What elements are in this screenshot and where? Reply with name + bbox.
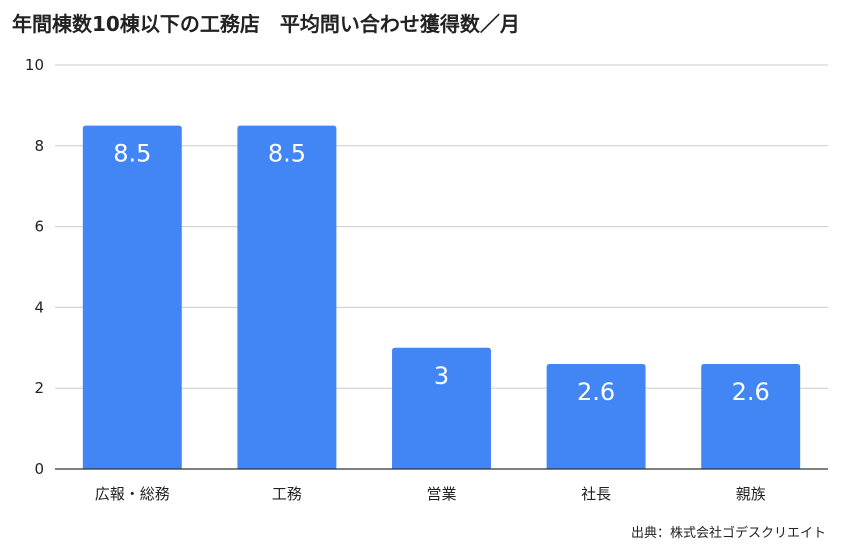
y-tick-label: 6 — [34, 218, 44, 236]
y-tick-label: 10 — [25, 56, 44, 74]
bar — [82, 125, 182, 469]
data-label: 2.6 — [732, 378, 770, 406]
bar — [237, 125, 337, 469]
category-label: 営業 — [426, 485, 456, 503]
data-label: 2.6 — [577, 378, 615, 406]
bar — [701, 363, 801, 469]
bars — [82, 125, 801, 469]
bar — [392, 347, 491, 469]
data-labels: 8.5 8.5 3 2.6 2.6 — [113, 140, 770, 406]
data-label: 3 — [434, 362, 449, 390]
gridlines — [55, 64, 828, 389]
y-axis-ticks: 0 2 4 6 8 10 — [25, 56, 44, 478]
category-label: 親族 — [736, 485, 766, 503]
x-axis-categories: 広報・総務 工務 営業 社長 親族 — [95, 485, 766, 503]
data-label: 8.5 — [113, 140, 151, 168]
category-label: 工務 — [272, 485, 302, 503]
source-note: 出典：株式会社ゴデスクリエイト — [630, 526, 826, 541]
data-label: 8.5 — [268, 140, 306, 168]
category-label: 広報・総務 — [95, 485, 170, 503]
y-tick-label: 0 — [34, 460, 44, 478]
y-tick-label: 8 — [34, 137, 44, 155]
y-tick-label: 4 — [34, 298, 44, 316]
category-label: 社長 — [581, 485, 611, 503]
chart-title: 年間棟数10棟以下の工務店 平均問い合わせ獲得数／月 — [12, 12, 520, 36]
y-tick-label: 2 — [34, 379, 44, 397]
bar — [546, 363, 646, 469]
